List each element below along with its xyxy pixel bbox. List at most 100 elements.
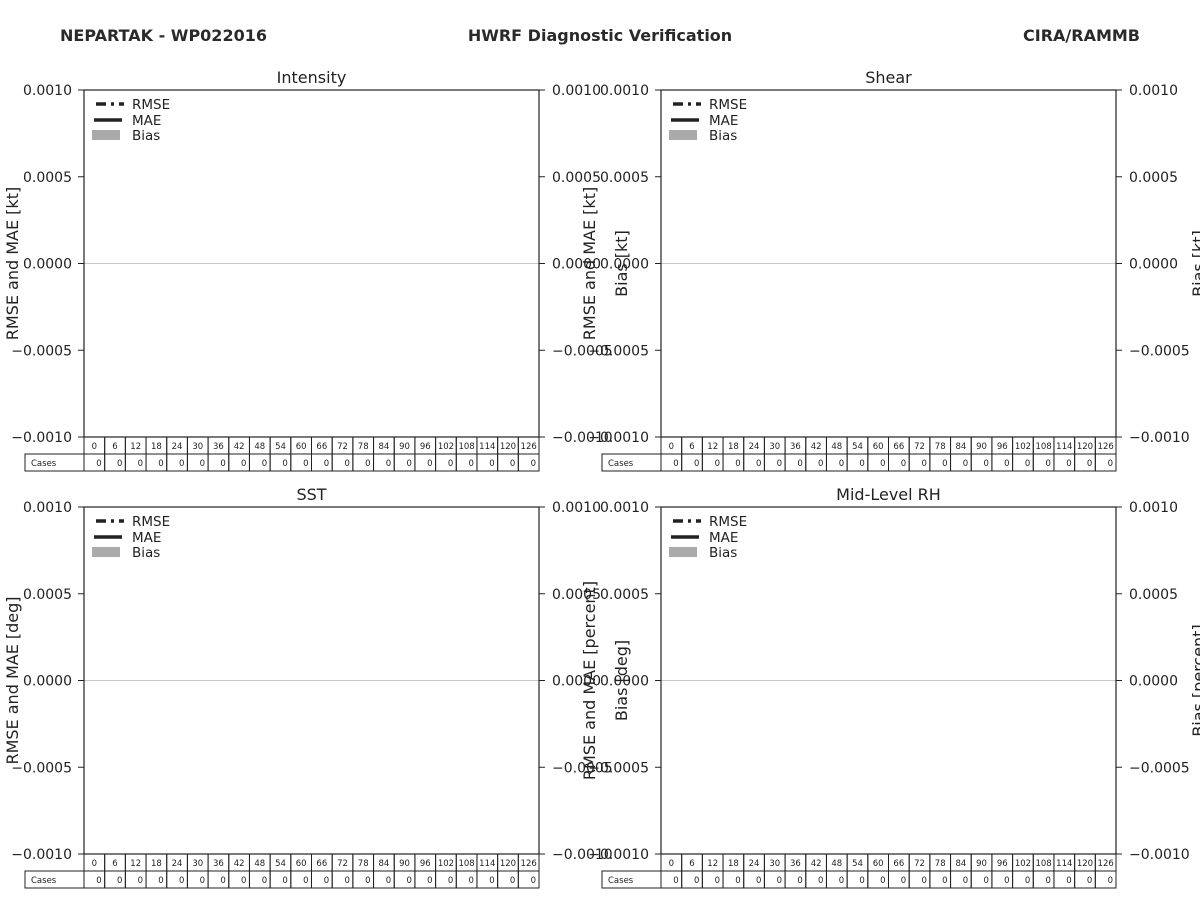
lead-time-label: 54 xyxy=(852,859,863,869)
cases-value: 0 xyxy=(839,459,844,469)
cases-value: 0 xyxy=(1046,876,1051,886)
lead-time-label: 102 xyxy=(1015,859,1031,869)
lead-time-label: 12 xyxy=(707,442,718,452)
cases-value: 0 xyxy=(262,876,267,886)
lead-time-label: 108 xyxy=(1035,442,1051,452)
lead-time-label: 60 xyxy=(873,859,884,869)
cases-value: 0 xyxy=(673,876,678,886)
cases-value: 0 xyxy=(117,876,122,886)
lead-time-label: 36 xyxy=(213,442,224,452)
lead-time-label: 24 xyxy=(172,859,183,869)
panel-title: SST xyxy=(296,485,326,504)
cases-value: 0 xyxy=(365,459,370,469)
cases-value: 0 xyxy=(963,876,968,886)
cases-value: 0 xyxy=(1108,876,1113,886)
lead-time-label: 90 xyxy=(399,859,410,869)
y-tick-label: 0.0000 xyxy=(600,257,649,273)
y2-tick-label: 0.0010 xyxy=(1129,83,1178,99)
cases-value: 0 xyxy=(1004,876,1009,886)
lead-time-label: 108 xyxy=(1035,859,1051,869)
lead-time-label: 30 xyxy=(769,442,780,452)
storm-name: NEPARTAK - WP022016 xyxy=(60,26,267,45)
y-tick-label: −0.0005 xyxy=(588,760,649,776)
lead-time-label: 18 xyxy=(728,442,739,452)
cases-value: 0 xyxy=(673,459,678,469)
lead-time-label: 54 xyxy=(275,859,286,869)
y-axis-label: RMSE and MAE [percent] xyxy=(580,581,599,780)
y2-axis-label: Bias [kt] xyxy=(1189,230,1200,297)
lead-time-label: 84 xyxy=(955,859,966,869)
cases-value: 0 xyxy=(386,459,391,469)
cases-value: 0 xyxy=(386,876,391,886)
lead-time-label: 60 xyxy=(873,442,884,452)
cases-value: 0 xyxy=(694,876,699,886)
y-axis-label: RMSE and MAE [kt] xyxy=(580,187,599,340)
cases-value: 0 xyxy=(880,876,885,886)
cases-value: 0 xyxy=(138,876,143,886)
cases-value: 0 xyxy=(96,876,101,886)
cases-value: 0 xyxy=(531,876,536,886)
cases-value: 0 xyxy=(694,459,699,469)
lead-time-label: 78 xyxy=(935,859,946,869)
lead-time-label: 114 xyxy=(1056,442,1072,452)
y-tick-label: 0.0010 xyxy=(23,500,72,516)
cases-value: 0 xyxy=(1108,459,1113,469)
lead-time-label: 96 xyxy=(420,859,431,869)
cases-value: 0 xyxy=(921,876,926,886)
cases-value: 0 xyxy=(324,876,329,886)
cases-value: 0 xyxy=(406,459,411,469)
cases-value: 0 xyxy=(158,876,163,886)
legend-rmse-label: RMSE xyxy=(709,97,747,113)
y-tick-label: 0.0010 xyxy=(600,500,649,516)
cases-value: 0 xyxy=(344,876,349,886)
cases-header-label: Cases xyxy=(608,876,634,886)
y2-tick-label: −0.0010 xyxy=(552,430,613,446)
lead-time-label: 78 xyxy=(358,442,369,452)
cases-value: 0 xyxy=(406,876,411,886)
lead-time-label: 126 xyxy=(1098,859,1114,869)
lead-time-label: 6 xyxy=(689,442,694,452)
y2-axis-label: Bias [percent] xyxy=(1189,624,1200,736)
lead-time-label: 6 xyxy=(112,442,117,452)
y2-tick-label: 0.0005 xyxy=(1129,170,1178,186)
y2-tick-label: 0.0000 xyxy=(552,257,601,273)
lead-time-label: 0 xyxy=(92,859,97,869)
cases-value: 0 xyxy=(921,459,926,469)
y2-tick-label: −0.0005 xyxy=(552,343,613,359)
cases-value: 0 xyxy=(735,876,740,886)
cases-value: 0 xyxy=(859,876,864,886)
panel-title: Intensity xyxy=(277,68,347,87)
lead-time-label: 12 xyxy=(130,442,141,452)
lead-time-label: 24 xyxy=(172,442,183,452)
cases-value: 0 xyxy=(469,876,474,886)
y-tick-label: −0.0005 xyxy=(11,343,72,359)
cases-value: 0 xyxy=(427,876,432,886)
lead-time-label: 18 xyxy=(728,859,739,869)
cases-value: 0 xyxy=(303,876,308,886)
lead-time-label: 126 xyxy=(521,859,537,869)
lead-time-label: 30 xyxy=(192,442,203,452)
cases-value: 0 xyxy=(859,459,864,469)
lead-time-label: 36 xyxy=(790,442,801,452)
legend-mae-label: MAE xyxy=(132,530,161,546)
cases-value: 0 xyxy=(1025,876,1030,886)
cases-value: 0 xyxy=(489,459,494,469)
cases-header-label: Cases xyxy=(608,459,634,469)
cases-value: 0 xyxy=(324,459,329,469)
lead-time-label: 120 xyxy=(1077,442,1093,452)
cases-value: 0 xyxy=(901,459,906,469)
legend-bias-label: Bias xyxy=(132,128,160,144)
y2-tick-label: 0.0010 xyxy=(1129,500,1178,516)
y2-tick-label: 0.0000 xyxy=(1129,257,1178,273)
cases-value: 0 xyxy=(1066,459,1071,469)
cases-value: 0 xyxy=(756,459,761,469)
lead-time-label: 30 xyxy=(769,859,780,869)
lead-time-label: 24 xyxy=(749,859,760,869)
lead-time-label: 78 xyxy=(358,859,369,869)
cases-value: 0 xyxy=(777,459,782,469)
cases-value: 0 xyxy=(715,459,720,469)
cases-header-label: Cases xyxy=(31,459,57,469)
cases-value: 0 xyxy=(1066,876,1071,886)
lead-time-label: 72 xyxy=(337,442,348,452)
cases-value: 0 xyxy=(797,876,802,886)
